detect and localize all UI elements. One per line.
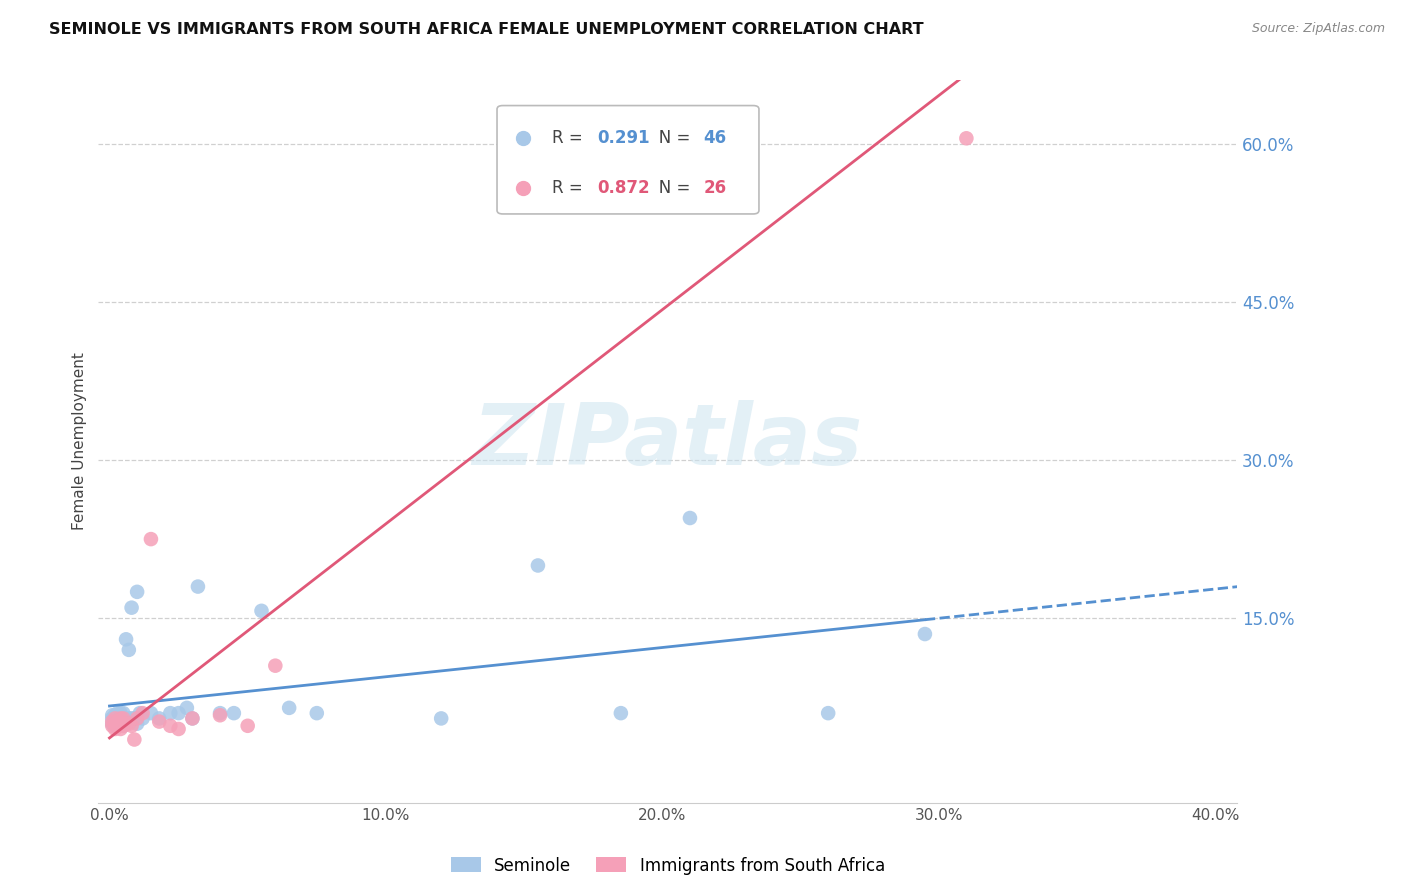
Point bbox=[101, 711, 124, 725]
Point bbox=[115, 716, 138, 731]
Point bbox=[110, 711, 132, 725]
Text: 0.872: 0.872 bbox=[598, 179, 650, 197]
Point bbox=[121, 711, 143, 725]
Point bbox=[110, 722, 132, 736]
Point bbox=[181, 711, 204, 725]
Point bbox=[127, 585, 149, 599]
Point bbox=[159, 719, 181, 733]
Text: N =: N = bbox=[643, 128, 696, 146]
Point bbox=[104, 711, 127, 725]
Point bbox=[104, 722, 127, 736]
Point bbox=[101, 708, 124, 723]
Point bbox=[121, 719, 143, 733]
Point bbox=[167, 706, 190, 720]
Point bbox=[112, 719, 135, 733]
Point bbox=[148, 714, 170, 729]
Point bbox=[104, 711, 127, 725]
Point bbox=[139, 706, 162, 720]
Point bbox=[139, 532, 162, 546]
Point bbox=[250, 604, 273, 618]
Point bbox=[112, 711, 135, 725]
Point bbox=[101, 719, 124, 733]
Point bbox=[131, 706, 153, 720]
Point bbox=[115, 632, 138, 647]
Point bbox=[817, 706, 839, 720]
Point bbox=[527, 194, 550, 209]
Point bbox=[107, 719, 129, 733]
Point bbox=[107, 719, 129, 733]
Point bbox=[112, 719, 135, 733]
Point bbox=[181, 711, 204, 725]
Point bbox=[131, 711, 153, 725]
Point bbox=[610, 706, 633, 720]
Point bbox=[107, 711, 129, 725]
Legend: Seminole, Immigrants from South Africa: Seminole, Immigrants from South Africa bbox=[444, 850, 891, 881]
Point bbox=[264, 658, 287, 673]
Point bbox=[222, 706, 245, 720]
Point bbox=[124, 732, 146, 747]
Point bbox=[176, 701, 198, 715]
Point bbox=[955, 131, 977, 145]
Point bbox=[209, 706, 232, 720]
Point bbox=[127, 716, 149, 731]
Point bbox=[236, 719, 259, 733]
Point bbox=[118, 643, 141, 657]
Point bbox=[110, 716, 132, 731]
Point bbox=[112, 706, 135, 720]
Point bbox=[112, 711, 135, 725]
Text: N =: N = bbox=[643, 179, 696, 197]
Point bbox=[104, 714, 127, 729]
Point bbox=[104, 708, 127, 723]
Point bbox=[128, 706, 150, 720]
Point bbox=[278, 701, 301, 715]
Point bbox=[121, 600, 143, 615]
FancyBboxPatch shape bbox=[498, 105, 759, 214]
Point bbox=[107, 706, 129, 720]
Point bbox=[101, 714, 124, 729]
Point bbox=[110, 711, 132, 725]
Point bbox=[209, 708, 232, 723]
Text: SEMINOLE VS IMMIGRANTS FROM SOUTH AFRICA FEMALE UNEMPLOYMENT CORRELATION CHART: SEMINOLE VS IMMIGRANTS FROM SOUTH AFRICA… bbox=[49, 22, 924, 37]
Point bbox=[527, 558, 550, 573]
Point bbox=[101, 716, 124, 731]
Point bbox=[914, 627, 936, 641]
Text: 0.291: 0.291 bbox=[598, 128, 650, 146]
Point bbox=[118, 716, 141, 731]
Point bbox=[107, 714, 129, 729]
Text: Source: ZipAtlas.com: Source: ZipAtlas.com bbox=[1251, 22, 1385, 36]
Text: 26: 26 bbox=[703, 179, 727, 197]
Point bbox=[118, 711, 141, 725]
Point bbox=[110, 706, 132, 720]
Point bbox=[430, 711, 453, 725]
Point bbox=[107, 714, 129, 729]
Point bbox=[167, 722, 190, 736]
Point bbox=[104, 719, 127, 733]
Point bbox=[127, 711, 149, 725]
Point bbox=[148, 711, 170, 725]
Point bbox=[124, 711, 146, 725]
Y-axis label: Female Unemployment: Female Unemployment bbox=[72, 352, 87, 531]
Text: R =: R = bbox=[551, 179, 588, 197]
Text: 46: 46 bbox=[703, 128, 727, 146]
Point bbox=[159, 706, 181, 720]
Point bbox=[305, 706, 328, 720]
Text: ZIPatlas: ZIPatlas bbox=[472, 400, 863, 483]
Point bbox=[187, 580, 209, 594]
Point bbox=[115, 716, 138, 731]
Text: R =: R = bbox=[551, 128, 588, 146]
Point bbox=[679, 511, 702, 525]
